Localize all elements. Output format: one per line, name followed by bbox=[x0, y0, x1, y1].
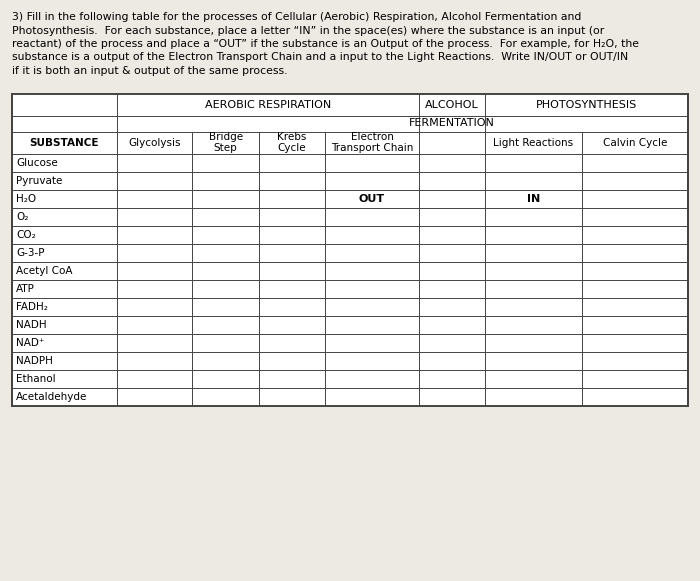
Text: Ethanol: Ethanol bbox=[16, 374, 55, 383]
Text: Acetyl CoA: Acetyl CoA bbox=[16, 266, 73, 275]
Text: FERMENTATION: FERMENTATION bbox=[409, 119, 495, 128]
Text: OUT: OUT bbox=[359, 193, 385, 203]
Text: reactant) of the process and place a “OUT” if the substance is an Output of the : reactant) of the process and place a “OU… bbox=[12, 39, 639, 49]
Text: Light Reactions: Light Reactions bbox=[494, 138, 573, 148]
Text: SUBSTANCE: SUBSTANCE bbox=[29, 138, 99, 148]
Text: IN: IN bbox=[527, 193, 540, 203]
Text: 3) Fill in the following table for the processes of Cellular (Aerobic) Respirati: 3) Fill in the following table for the p… bbox=[12, 12, 582, 22]
Text: Pyruvate: Pyruvate bbox=[16, 175, 62, 185]
Text: Bridge
Step: Bridge Step bbox=[209, 132, 243, 153]
Text: G-3-P: G-3-P bbox=[16, 248, 45, 257]
Text: NADH: NADH bbox=[16, 320, 47, 329]
Text: PHOTOSYNTHESIS: PHOTOSYNTHESIS bbox=[536, 99, 637, 109]
Text: CO₂: CO₂ bbox=[16, 229, 36, 239]
Text: AEROBIC RESPIRATION: AEROBIC RESPIRATION bbox=[204, 99, 331, 109]
Text: ALCOHOL: ALCOHOL bbox=[425, 99, 479, 109]
Text: Krebs
Cycle: Krebs Cycle bbox=[277, 132, 307, 153]
Text: NAD⁺: NAD⁺ bbox=[16, 338, 44, 347]
Text: FADH₂: FADH₂ bbox=[16, 302, 48, 311]
Text: Glycolysis: Glycolysis bbox=[128, 138, 181, 148]
Text: Calvin Cycle: Calvin Cycle bbox=[603, 138, 667, 148]
Bar bbox=[12, 94, 688, 406]
Text: substance is a output of the Electron Transport Chain and a input to the Light R: substance is a output of the Electron Tr… bbox=[12, 52, 629, 63]
Text: ATP: ATP bbox=[16, 284, 35, 293]
Text: NADPH: NADPH bbox=[16, 356, 53, 365]
Text: Acetaldehyde: Acetaldehyde bbox=[16, 392, 88, 401]
Text: if it is both an input & output of the same process.: if it is both an input & output of the s… bbox=[12, 66, 288, 76]
Text: H₂O: H₂O bbox=[16, 193, 36, 203]
Text: Electron
Transport Chain: Electron Transport Chain bbox=[331, 132, 413, 153]
Text: Glucose: Glucose bbox=[16, 157, 57, 167]
Text: O₂: O₂ bbox=[16, 211, 29, 221]
Text: Photosynthesis.  For each substance, place a letter “IN” in the space(es) where : Photosynthesis. For each substance, plac… bbox=[12, 26, 604, 35]
